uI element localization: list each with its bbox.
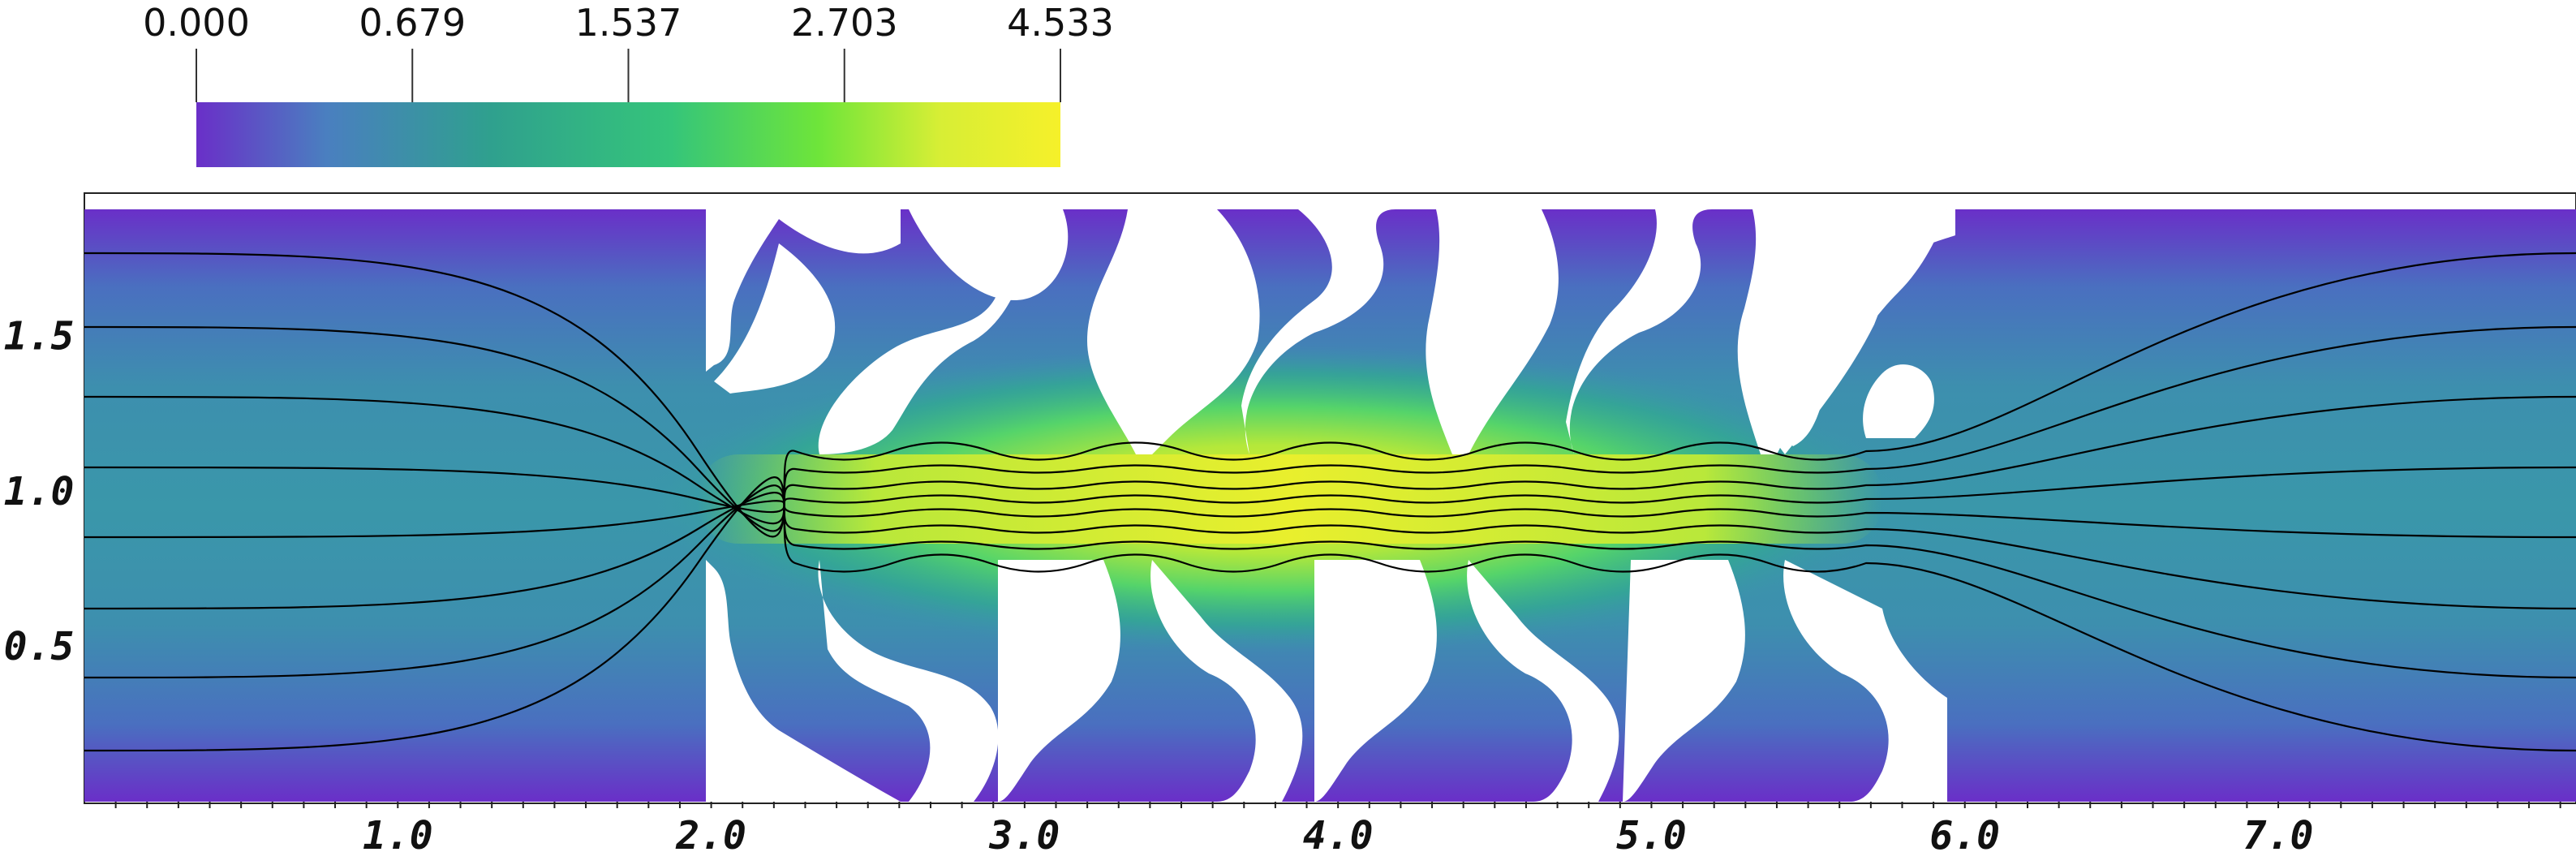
upper-obstacle-2 — [714, 243, 836, 394]
upper-obstacle-13 — [1863, 364, 1934, 438]
lower-obstacle-2 — [818, 560, 999, 802]
upper-obstacle-12 — [1774, 209, 1955, 446]
upper-obstacle-6 — [1241, 209, 1396, 454]
x-minor-ticks — [114, 802, 2561, 808]
colorbar-ticks: 0.000 0.679 1.537 2.703 4.533 — [143, 1, 1114, 102]
upper-obstacle-7 — [1426, 209, 1559, 454]
colorbar-tick-label: 0.000 — [143, 1, 250, 45]
colorbar-tick-label: 1.537 — [575, 1, 682, 45]
colorbar-tick-label: 0.679 — [359, 1, 466, 45]
plot-area: 1.0 2.0 3.0 4.0 5.0 6.0 7.0 0.5 1.0 1.5 — [4, 192, 2576, 852]
streamline — [84, 252, 2576, 538]
x-tick-label: 1.0 — [363, 813, 433, 852]
upper-obstacle-3 — [818, 209, 1039, 454]
x-tick-label: 5.0 — [1616, 813, 1687, 852]
x-tick-label: 3.0 — [989, 813, 1060, 852]
streamline — [84, 325, 2576, 532]
streamline — [84, 492, 2576, 610]
lower-obstacle-3 — [998, 560, 1120, 802]
upper-obstacle-5 — [1087, 209, 1260, 454]
lower-obstacle-6 — [1467, 560, 1619, 802]
streamlines — [84, 252, 2576, 752]
lower-obstacle-8 — [1783, 560, 1947, 802]
y-axis-ticks: 0.5 1.0 1.5 — [4, 314, 75, 669]
colorbar-gradient — [196, 102, 1060, 167]
streamline — [84, 484, 2576, 679]
lower-obstacles — [706, 560, 1947, 802]
colorbar: 0.000 0.679 1.537 2.703 4.533 — [143, 1, 1114, 167]
streamline — [84, 476, 2576, 752]
streamline — [84, 466, 2576, 514]
colorbar-tick-label: 2.703 — [791, 1, 898, 45]
x-axis-ticks: 1.0 2.0 3.0 4.0 5.0 6.0 7.0 — [363, 813, 2313, 852]
lower-obstacle-1 — [706, 560, 901, 802]
streamline — [84, 395, 2576, 525]
upper-obstacle-1 — [706, 209, 901, 372]
lower-obstacle-5 — [1314, 560, 1437, 802]
streamline — [84, 500, 2576, 539]
x-tick-label: 6.0 — [1929, 813, 2000, 852]
x-tick-label: 4.0 — [1303, 813, 1374, 852]
y-tick-label: 0.5 — [4, 624, 75, 669]
upper-obstacle-4 — [909, 209, 1069, 300]
upper-obstacle-8 — [1566, 209, 1712, 454]
jet-core — [698, 454, 1882, 544]
lower-obstacle-4 — [1150, 560, 1303, 802]
colorbar-tick-label: 4.533 — [1007, 1, 1114, 45]
y-tick-label: 1.5 — [4, 314, 75, 359]
lower-obstacle-7 — [1623, 560, 1745, 802]
upper-obstacles — [706, 209, 1955, 454]
x-tick-label: 2.0 — [675, 813, 746, 852]
y-tick-label: 1.0 — [4, 469, 75, 514]
x-tick-label: 7.0 — [2243, 813, 2314, 852]
